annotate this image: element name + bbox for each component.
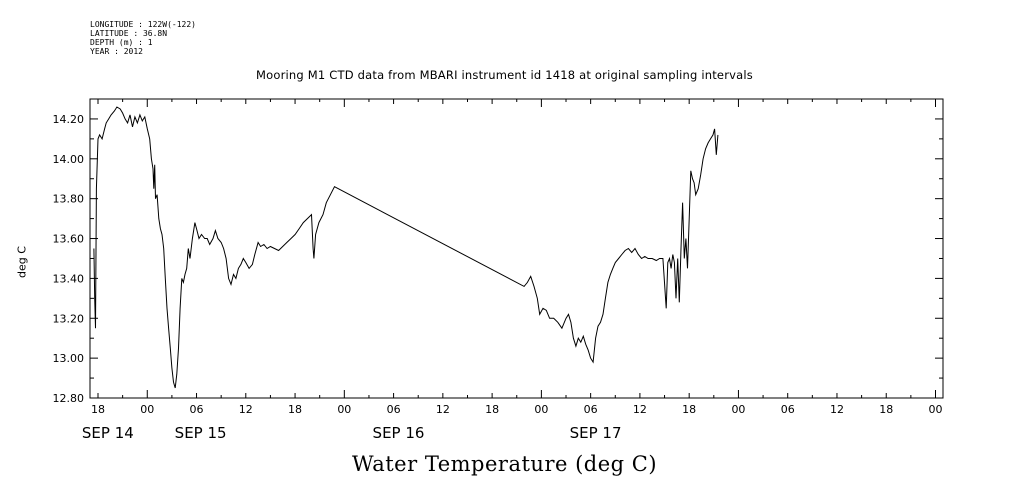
x-tick-label: 06 [781,403,795,416]
x-tick-label: 12 [436,403,450,416]
x-date-label: SEP 17 [570,424,622,442]
y-tick-label: 14.00 [53,153,85,166]
x-date-label: SEP 15 [175,424,227,442]
longitude-text: LONGITUDE : 122W(-122) [90,20,196,29]
x-tick-label: 00 [534,403,548,416]
variable-label: Water Temperature (deg C) [351,452,658,476]
x-tick-label: 06 [584,403,598,416]
x-tick-label: 06 [387,403,401,416]
x-tick-label: 18 [91,403,105,416]
y-tick-label: 12.80 [53,392,85,405]
y-tick-label: 14.20 [53,113,85,126]
y-tick-label: 13.40 [53,272,85,285]
depth-text: DEPTH (m) : 1 [90,38,153,47]
x-tick-label: 00 [929,403,943,416]
chart-metadata: LONGITUDE : 122W(-122) LATITUDE : 36.8N … [90,20,196,56]
latitude-text: LATITUDE : 36.8N [90,29,168,38]
x-tick-label: 12 [830,403,844,416]
x-tick-label: 12 [239,403,253,416]
y-tick-label: 13.00 [53,352,85,365]
year-text: YEAR : 2012 [90,47,143,56]
x-tick-label: 06 [190,403,204,416]
temperature-series-line [93,106,719,389]
x-tick-label: 18 [288,403,302,416]
y-tick-label: 13.80 [53,193,85,206]
x-date-label: SEP 14 [82,424,134,442]
y-tick-label: 13.60 [53,233,85,246]
x-tick-label: 18 [682,403,696,416]
x-date-label: SEP 16 [373,424,425,442]
x-tick-label: 00 [337,403,351,416]
chart-title: Mooring M1 CTD data from MBARI instrumen… [256,68,753,82]
x-tick-label: 18 [485,403,499,416]
x-tick-label: 00 [140,403,154,416]
x-tick-label: 12 [633,403,647,416]
x-tick-label: 00 [731,403,745,416]
y-tick-label: 13.20 [53,312,85,325]
plot-frame [89,98,944,399]
x-tick-label: 18 [879,403,893,416]
